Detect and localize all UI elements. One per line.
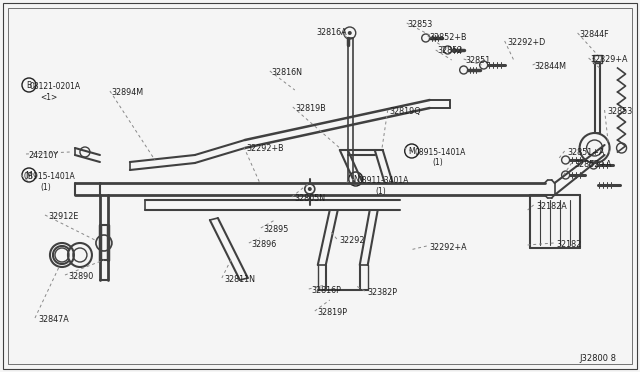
Text: 32852: 32852 <box>438 46 463 55</box>
Text: 32816P: 32816P <box>312 286 342 295</box>
Text: 32894M: 32894M <box>112 88 144 97</box>
Text: 32853: 32853 <box>408 20 433 29</box>
Text: 32844F: 32844F <box>580 30 609 39</box>
Circle shape <box>348 31 352 35</box>
Text: 32912E: 32912E <box>48 212 78 221</box>
Text: 32811N: 32811N <box>225 275 256 284</box>
Text: 32816N: 32816N <box>272 68 303 77</box>
Text: 32896: 32896 <box>252 240 277 249</box>
Text: 08915-1401A: 08915-1401A <box>415 148 466 157</box>
Text: 32852+A: 32852+A <box>575 160 612 169</box>
Text: 32851+A: 32851+A <box>568 148 605 157</box>
Text: 32292+A: 32292+A <box>429 243 467 252</box>
Text: 32851: 32851 <box>466 56 491 65</box>
Text: 32182A: 32182A <box>536 202 568 211</box>
Text: 32819B: 32819B <box>296 104 326 113</box>
Text: 24210Y: 24210Y <box>28 151 58 160</box>
Text: 32844M: 32844M <box>534 62 566 71</box>
Text: J32800 8: J32800 8 <box>580 354 616 363</box>
Text: 32382P: 32382P <box>368 288 397 297</box>
Text: 32819P: 32819P <box>318 308 348 317</box>
Text: 32819Q: 32819Q <box>390 107 421 116</box>
Text: (1): (1) <box>433 158 444 167</box>
Text: 08121-0201A: 08121-0201A <box>30 82 81 91</box>
Text: 32805N: 32805N <box>295 194 326 203</box>
Text: 32895: 32895 <box>264 225 289 234</box>
Text: 32292+D: 32292+D <box>508 38 546 47</box>
Text: 32292: 32292 <box>340 236 365 245</box>
Text: 32182: 32182 <box>557 240 582 249</box>
Text: 32816A: 32816A <box>317 28 348 37</box>
Circle shape <box>308 187 312 191</box>
Text: (1): (1) <box>40 183 51 192</box>
Text: 0B915-1401A: 0B915-1401A <box>24 172 76 181</box>
Text: (1): (1) <box>376 187 387 196</box>
Text: N: N <box>353 174 358 183</box>
Text: 32853: 32853 <box>607 107 633 116</box>
Text: 08911-3401A: 08911-3401A <box>358 176 409 185</box>
Text: 32292+B: 32292+B <box>247 144 284 153</box>
Bar <box>593 55 602 63</box>
Text: 32890: 32890 <box>68 272 93 281</box>
Text: <1>: <1> <box>40 93 57 102</box>
Text: B: B <box>26 80 31 90</box>
Text: M: M <box>408 147 415 155</box>
Text: 32847A: 32847A <box>38 315 68 324</box>
Text: 32829+A: 32829+A <box>591 55 628 64</box>
Text: 32852+B: 32852+B <box>429 33 467 42</box>
Text: M: M <box>26 170 32 180</box>
